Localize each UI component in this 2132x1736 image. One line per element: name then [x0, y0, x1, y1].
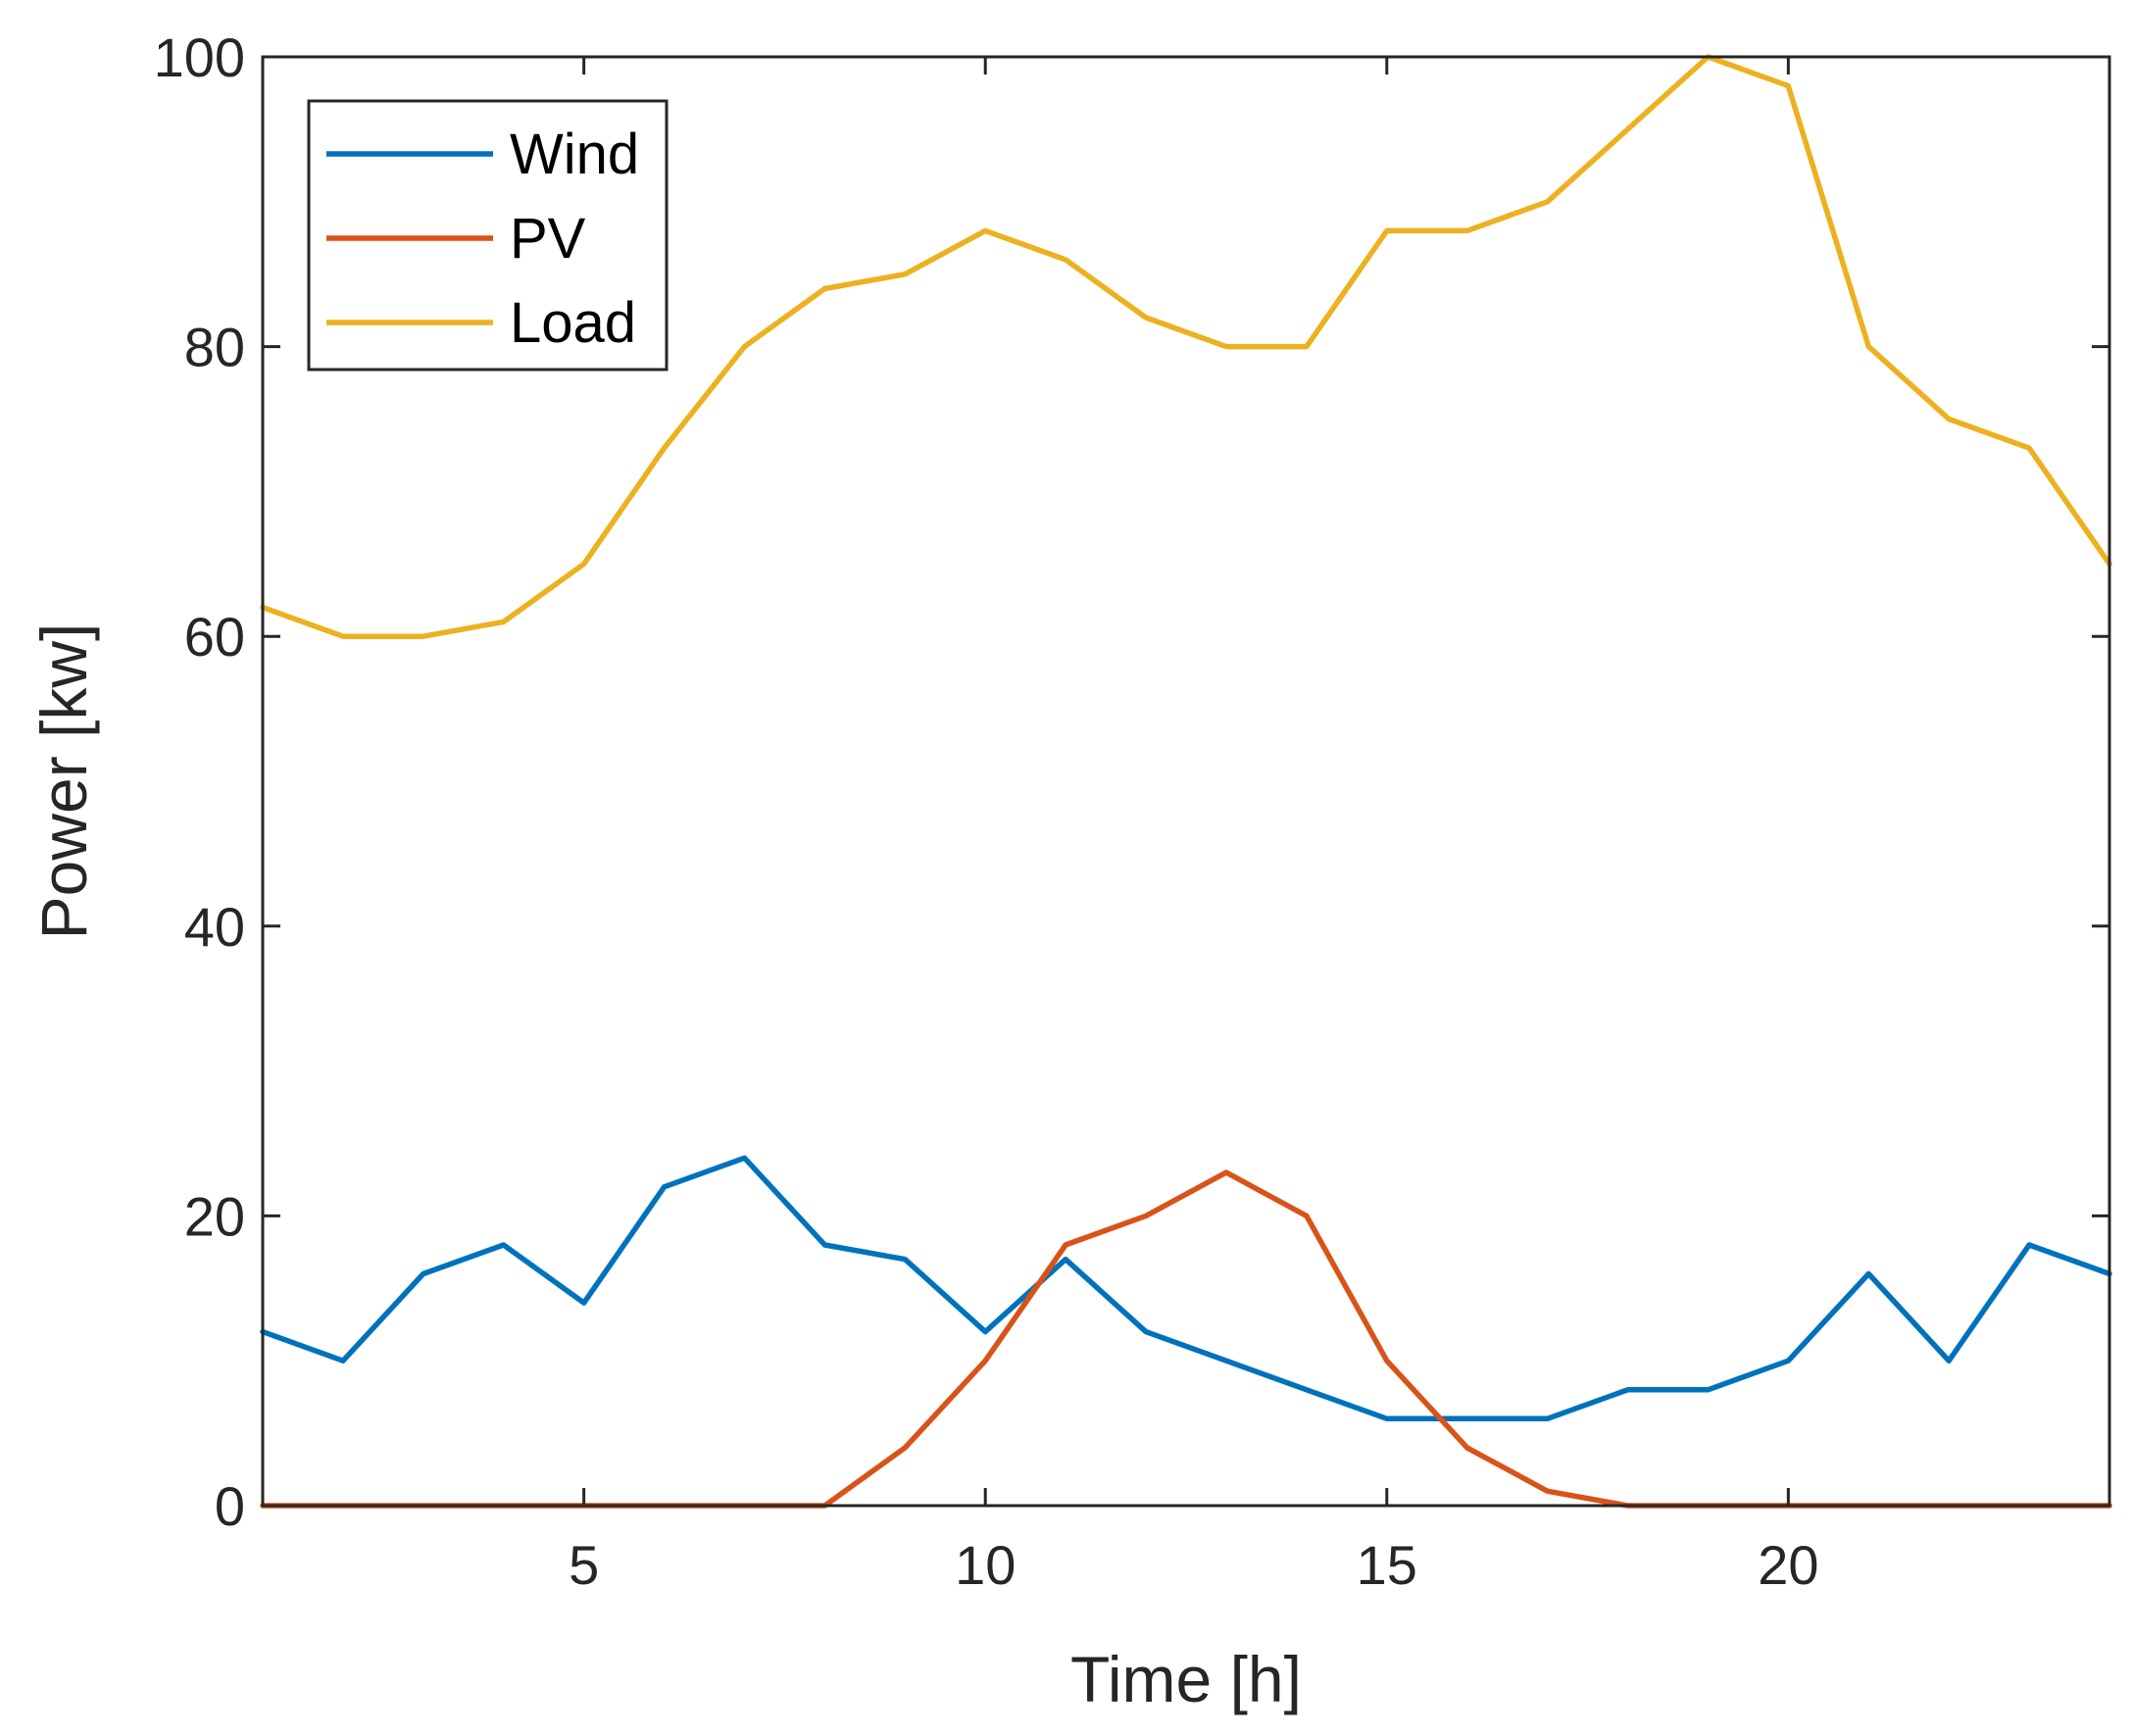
- y-tick-label: 40: [184, 896, 245, 958]
- x-tick-label: 15: [1357, 1534, 1417, 1596]
- legend-items: Wind PV Load: [326, 123, 639, 355]
- legend-label-wind: Wind: [510, 123, 639, 186]
- x-tick-label: 5: [569, 1534, 599, 1596]
- y-tick-label: 60: [184, 606, 245, 668]
- legend: Wind PV Load: [307, 99, 669, 372]
- y-tick-label: 80: [184, 317, 245, 378]
- y-tick-label: 20: [184, 1185, 245, 1247]
- legend-label-pv: PV: [510, 207, 586, 271]
- y-tick-label: 100: [154, 26, 245, 88]
- x-axis-label: Time [h]: [1070, 1643, 1302, 1715]
- legend-label-load: Load: [510, 291, 636, 355]
- axis-tick-labels: 5 10 15 20 0 20 40 60 80 100: [154, 26, 1819, 1596]
- series-line-load: [260, 54, 2112, 639]
- axis-ticks: [263, 55, 2109, 1508]
- series-line-wind: [260, 1155, 2112, 1422]
- plot-area-border: [261, 55, 2111, 1508]
- y-axis-label: Power [kw]: [27, 623, 100, 940]
- x-tick-label: 20: [1758, 1534, 1818, 1596]
- y-tick-label: 0: [215, 1475, 245, 1537]
- x-tick-label: 10: [955, 1534, 1016, 1596]
